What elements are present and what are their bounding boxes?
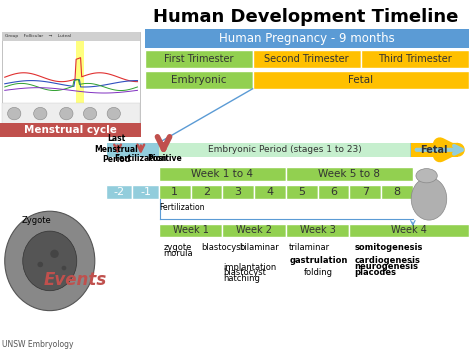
FancyBboxPatch shape	[222, 185, 254, 199]
Text: Week 5 to 8: Week 5 to 8	[319, 169, 380, 179]
FancyBboxPatch shape	[106, 185, 132, 199]
Text: gastrulation: gastrulation	[289, 256, 347, 265]
Text: hatching: hatching	[223, 274, 260, 283]
FancyBboxPatch shape	[2, 103, 140, 124]
Text: Third Trimester: Third Trimester	[378, 54, 452, 64]
FancyBboxPatch shape	[349, 185, 381, 199]
Text: cardiogenesis: cardiogenesis	[355, 256, 420, 265]
Ellipse shape	[8, 107, 21, 120]
Ellipse shape	[5, 211, 95, 311]
Text: 4: 4	[266, 187, 273, 197]
FancyBboxPatch shape	[286, 167, 413, 181]
Text: bilaminar: bilaminar	[239, 243, 279, 252]
FancyBboxPatch shape	[2, 32, 140, 41]
Text: Human Pregnancy - 9 months: Human Pregnancy - 9 months	[219, 32, 395, 45]
Text: Fertilization: Fertilization	[159, 203, 204, 212]
Text: Week 1: Week 1	[173, 225, 209, 235]
FancyBboxPatch shape	[159, 167, 286, 181]
Text: Events: Events	[43, 272, 107, 289]
FancyBboxPatch shape	[381, 185, 413, 199]
Ellipse shape	[83, 107, 97, 120]
Text: Embryonic Period (stages 1 to 23): Embryonic Period (stages 1 to 23)	[208, 145, 361, 154]
FancyBboxPatch shape	[318, 185, 349, 199]
Text: Embryonic: Embryonic	[171, 75, 227, 85]
FancyBboxPatch shape	[191, 185, 222, 199]
Text: Fertilization: Fertilization	[115, 154, 167, 163]
Ellipse shape	[411, 178, 447, 220]
Text: Week 4: Week 4	[392, 225, 427, 235]
Text: First Trimester: First Trimester	[164, 54, 233, 64]
Text: 5: 5	[298, 187, 305, 197]
Ellipse shape	[107, 107, 120, 120]
FancyBboxPatch shape	[411, 143, 455, 157]
Ellipse shape	[34, 107, 47, 120]
Text: neurogenesis: neurogenesis	[355, 262, 419, 271]
FancyBboxPatch shape	[159, 185, 191, 199]
Text: Human Development Timeline: Human Development Timeline	[153, 8, 458, 26]
Text: -1: -1	[140, 187, 151, 197]
Text: Week 1 to 4: Week 1 to 4	[191, 169, 253, 179]
Text: Fetal: Fetal	[419, 145, 447, 155]
FancyBboxPatch shape	[253, 71, 469, 89]
Text: -2: -2	[113, 187, 125, 197]
Ellipse shape	[62, 266, 66, 271]
FancyBboxPatch shape	[145, 29, 469, 48]
Text: Menstrual cycle: Menstrual cycle	[24, 125, 117, 135]
FancyBboxPatch shape	[286, 224, 349, 237]
Ellipse shape	[60, 107, 73, 120]
Text: 6: 6	[330, 187, 337, 197]
Text: placodes: placodes	[355, 268, 397, 277]
FancyBboxPatch shape	[159, 143, 410, 157]
Text: somitogenesis: somitogenesis	[355, 243, 423, 252]
FancyBboxPatch shape	[286, 185, 318, 199]
Text: Positive: Positive	[147, 154, 182, 163]
Ellipse shape	[416, 169, 437, 183]
FancyBboxPatch shape	[222, 224, 286, 237]
Text: blastocyst: blastocyst	[223, 268, 265, 277]
Ellipse shape	[50, 250, 59, 258]
Text: Fetal: Fetal	[348, 75, 374, 85]
FancyBboxPatch shape	[253, 50, 361, 68]
FancyBboxPatch shape	[361, 50, 469, 68]
Text: Week 2: Week 2	[236, 225, 272, 235]
Text: implantation: implantation	[223, 263, 276, 272]
Text: folding: folding	[303, 268, 332, 277]
FancyBboxPatch shape	[349, 224, 469, 237]
Text: Group    Follicular    →    Luteal: Group Follicular → Luteal	[5, 34, 71, 38]
FancyBboxPatch shape	[145, 50, 253, 68]
Text: Week 3: Week 3	[300, 225, 336, 235]
Text: zygote: zygote	[164, 243, 192, 252]
FancyBboxPatch shape	[107, 143, 415, 157]
FancyBboxPatch shape	[159, 224, 222, 237]
Text: blastocyst: blastocyst	[201, 243, 244, 252]
Text: 7: 7	[362, 187, 369, 197]
Text: 1: 1	[171, 187, 178, 197]
FancyBboxPatch shape	[132, 185, 159, 199]
FancyBboxPatch shape	[145, 71, 253, 89]
Text: Second Trimester: Second Trimester	[264, 54, 349, 64]
Text: morula: morula	[164, 249, 193, 258]
Text: 8: 8	[393, 187, 401, 197]
Text: 2: 2	[203, 187, 210, 197]
Ellipse shape	[37, 262, 43, 267]
Ellipse shape	[23, 231, 77, 291]
Text: Last
Menstrual
Period: Last Menstrual Period	[94, 134, 138, 164]
FancyBboxPatch shape	[2, 32, 140, 124]
Text: Zygote: Zygote	[21, 216, 51, 225]
FancyBboxPatch shape	[76, 41, 84, 106]
FancyBboxPatch shape	[254, 185, 286, 199]
Text: UNSW Embryology: UNSW Embryology	[2, 340, 74, 349]
FancyBboxPatch shape	[0, 123, 141, 137]
Text: trilaminar: trilaminar	[289, 243, 330, 252]
Text: 3: 3	[235, 187, 242, 197]
